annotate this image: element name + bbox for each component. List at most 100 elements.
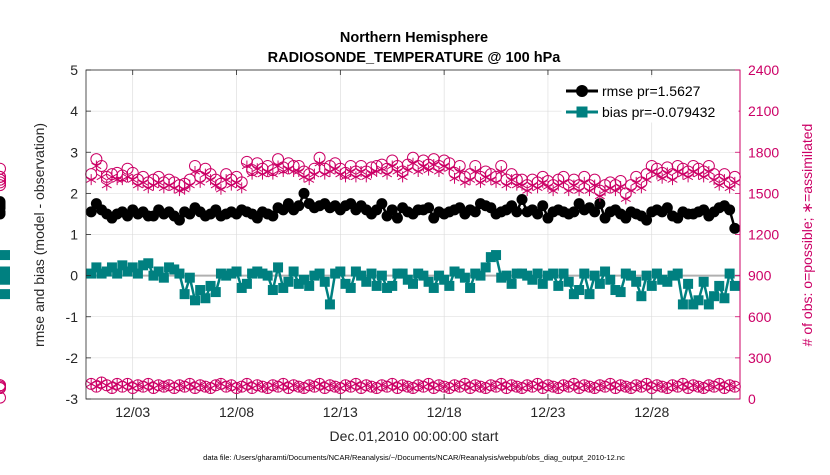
point-bias-99 [600,266,611,277]
point-bias-40 [293,278,304,289]
point-bias-58 [387,280,398,291]
point-assimilated-18 [179,183,190,195]
x-tick-label-5: 12/28 [634,404,669,420]
point-bias-52 [356,270,367,281]
point-assimilated-32 [252,163,263,175]
point-assimilated-low-51 [350,378,361,390]
y-tick-label-right-4: 1200 [748,227,779,243]
point-assimilated-69 [444,163,455,175]
point-assimilated-10 [138,176,149,188]
point-assimilated-low-110 [657,381,668,393]
point-bias-106 [636,291,647,302]
point-assimilated-low-56 [376,379,387,391]
point-assimilated-5 [112,174,123,186]
point-bias-115 [683,278,694,289]
point-assimilated-low-32 [252,379,263,391]
point-bias-102 [615,287,626,298]
point-bias-10 [138,260,149,271]
point-bias-25 [215,268,226,279]
point-bias-71 [454,268,465,279]
point-bias-1 [91,262,102,273]
x-axis-label: Dec.01,2010 00:00:00 start [330,428,499,444]
point-bias-131 [0,268,10,279]
point-bias-24 [210,287,221,298]
point-bias-41 [299,274,309,285]
point-assimilated-109 [651,168,662,180]
point-assimilated-62 [407,157,419,169]
point-bias-56 [376,270,387,281]
point-assimilated-low-30 [241,378,252,390]
point-bias-46 [324,299,335,310]
point-bias-2 [96,268,107,279]
point-possible-low-129 [0,379,6,392]
point-possible-125 [0,179,6,192]
point-assimilated-124 [729,176,740,188]
point-assimilated-low-33 [257,381,268,393]
legend-rmse-label: rmse pr=1.5627 [602,83,701,99]
point-bias-104 [626,270,636,281]
point-rmse-107 [641,214,653,226]
point-bias-29 [236,282,247,293]
point-assimilated-low-79 [496,378,507,390]
point-assimilated-low-89 [548,381,559,393]
point-rmse-82 [511,206,523,218]
point-rmse-41 [298,187,310,199]
point-bias-4 [106,262,117,273]
point-assimilated-low-82 [511,381,522,393]
point-assimilated-low-121 [714,378,725,390]
point-bias-98 [594,278,605,289]
point-assimilated-13 [153,176,164,188]
point-bias-43 [309,270,320,281]
point-assimilated-low-14 [158,381,169,393]
point-bias-45 [319,276,330,287]
point-bias-36 [273,262,284,273]
point-assimilated-30 [241,160,252,172]
point-bias-103 [620,268,631,279]
y-tick-label-left-2: -1 [66,309,79,325]
point-bias-62 [408,278,418,289]
point-bias-72 [459,272,470,283]
y-tick-label-left-6: 3 [70,144,78,160]
point-assimilated-52 [356,165,367,177]
point-assimilated-25 [215,183,226,195]
point-bias-94 [574,285,585,296]
point-rmse-56 [376,198,388,210]
point-bias-87 [537,278,548,289]
y-tick-label-right-6: 1800 [748,144,779,160]
point-assimilated-low-60 [397,379,408,391]
point-bias-114 [677,299,688,310]
point-rmse-93 [568,206,580,218]
point-bias-97 [589,270,600,281]
point-assimilated-low-81 [506,379,517,391]
point-assimilated-98 [594,190,605,202]
point-assimilated-79 [496,165,507,177]
y-axis-label-left: rmse and bias (model - observation) [31,123,47,347]
point-assimilated-107 [641,174,652,186]
series-rmse [0,187,741,234]
legend-rmse-marker [576,85,588,97]
point-assimilated-low-117 [693,381,704,393]
point-assimilated-low-119 [703,379,714,391]
point-bias-38 [283,276,294,287]
point-assimilated-123 [724,182,735,194]
point-assimilated-36 [273,160,284,172]
y-tick-label-left-5: 2 [70,185,78,201]
point-bias-108 [646,280,657,291]
point-assimilated-2 [96,171,107,183]
y-tick-label-right-5: 1500 [748,185,779,201]
point-assimilated-28 [231,176,242,188]
point-assimilated-43 [309,168,320,180]
point-assimilated-82 [511,179,522,191]
point-assimilated-low-95 [579,379,590,391]
point-assimilated-112 [667,174,678,186]
legend-bias-marker [576,106,588,118]
point-bias-96 [584,289,595,300]
point-bias-55 [371,280,382,291]
x-tick-label-3: 12/18 [427,404,462,420]
point-assimilated-49 [340,171,351,183]
point-bias-59 [392,268,403,279]
point-assimilated-78 [491,176,502,188]
point-assimilated-57 [382,168,393,180]
point-bias-64 [418,270,429,281]
point-assimilated-low-98 [594,379,605,391]
